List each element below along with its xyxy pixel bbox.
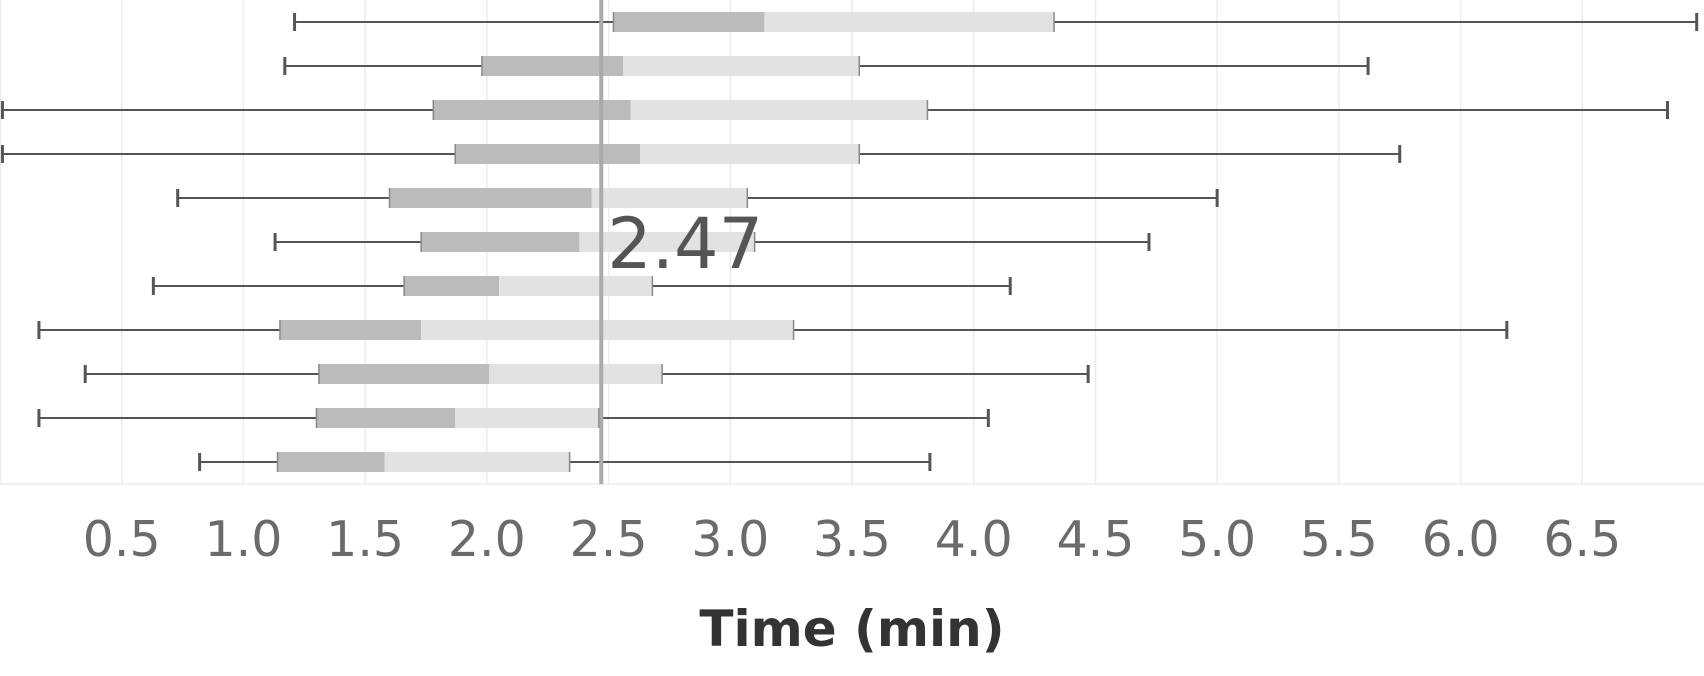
- box-upper: [764, 12, 1055, 32]
- box-lower: [404, 276, 500, 296]
- box-row: [293, 12, 1699, 32]
- box-row: [37, 320, 1509, 340]
- x-tick-label: 6.0: [1422, 511, 1500, 568]
- box-layer: [0, 12, 1699, 472]
- x-tick-label: 1.0: [204, 511, 282, 568]
- box-upper: [591, 188, 748, 208]
- x-tick-label: 2.5: [570, 511, 648, 568]
- x-tick-label: 0.5: [83, 511, 161, 568]
- box-row: [0, 100, 1669, 120]
- x-axis-title: Time (min): [699, 600, 1004, 658]
- box-row: [176, 188, 1219, 208]
- box-upper: [630, 100, 928, 120]
- box-row: [283, 56, 1370, 76]
- x-tick-label: 4.5: [1056, 511, 1134, 568]
- box-lower: [279, 320, 422, 340]
- box-row: [198, 452, 932, 472]
- box-row: [37, 408, 990, 428]
- box-lower: [316, 408, 456, 428]
- x-tick-label: 5.5: [1300, 511, 1378, 568]
- box-row: [0, 144, 1402, 164]
- reference-layer: 2.47: [599, 0, 763, 484]
- x-tick-label: 3.0: [691, 511, 769, 568]
- box-lower: [613, 12, 765, 32]
- x-tick-label: 1.5: [326, 511, 404, 568]
- x-tick-label: 5.0: [1178, 511, 1256, 568]
- box-row: [273, 232, 1151, 252]
- box-lower: [277, 452, 385, 472]
- box-row: [83, 364, 1090, 384]
- box-lower: [421, 232, 580, 252]
- box-upper: [640, 144, 860, 164]
- reference-label: 2.47: [607, 203, 763, 285]
- tick-layer: 0.5 1.0 1.5 2.0 2.5 3.0 3.5 4.0 4.5 5.0 5.5 6.0 6.5: [83, 511, 1622, 568]
- box-lower: [318, 364, 490, 384]
- box-lower: [455, 144, 641, 164]
- box-row: [151, 276, 1012, 296]
- box-upper: [384, 452, 570, 472]
- box-lower: [389, 188, 592, 208]
- box-upper: [499, 276, 653, 296]
- box-upper: [421, 320, 794, 340]
- x-tick-label: 4.0: [935, 511, 1013, 568]
- box-upper: [455, 408, 599, 428]
- box-upper: [579, 232, 755, 252]
- box-lower: [433, 100, 631, 120]
- x-tick-label: 2.0: [448, 511, 526, 568]
- x-tick-label: 3.5: [813, 511, 891, 568]
- box-upper: [489, 364, 663, 384]
- box-lower: [481, 56, 624, 76]
- box-upper: [623, 56, 860, 76]
- x-tick-label: 6.5: [1543, 511, 1621, 568]
